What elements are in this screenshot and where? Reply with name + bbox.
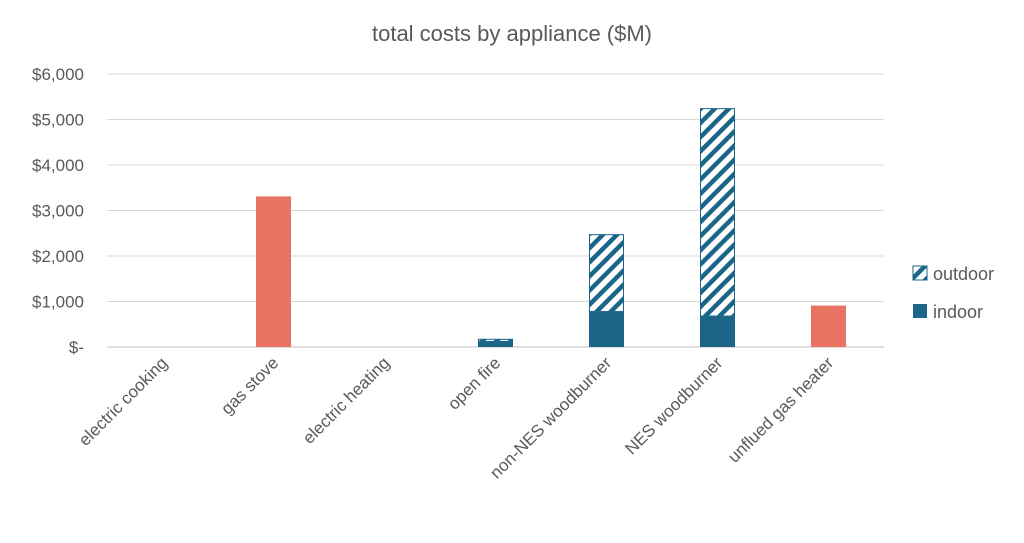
y-tick-label: $5,000 bbox=[32, 111, 84, 130]
bar-gas bbox=[811, 305, 846, 347]
bar-gas bbox=[256, 196, 291, 347]
y-tick-label: $2,000 bbox=[32, 247, 84, 266]
bar-outdoor bbox=[478, 338, 513, 342]
legend-label-indoor: indoor bbox=[933, 302, 983, 322]
x-axis-ticks: electric cooking gas stove electric heatin… bbox=[75, 353, 838, 482]
y-axis-ticks: $- $1,000 $2,000 $3,000 $4,000 $5,000 $6,000 bbox=[32, 65, 84, 357]
bar-indoor bbox=[589, 311, 624, 347]
y-tick-label: $6,000 bbox=[32, 65, 84, 84]
y-tick-label: $3,000 bbox=[32, 202, 84, 221]
legend: outdoor indoor bbox=[912, 264, 994, 322]
grid-lines bbox=[107, 73, 884, 348]
x-tick-label: electric heating bbox=[299, 353, 393, 447]
y-tick-label: $4,000 bbox=[32, 156, 84, 175]
legend-label-outdoor: outdoor bbox=[933, 264, 994, 284]
x-tick-label: non-NES woodburner bbox=[486, 353, 615, 482]
bar-outdoor bbox=[589, 234, 624, 312]
x-tick-label: NES woodburner bbox=[621, 353, 726, 458]
x-tick-label: open fire bbox=[444, 353, 504, 413]
x-tick-label: electric cooking bbox=[75, 353, 171, 449]
x-tick-label: gas stove bbox=[217, 353, 282, 418]
bars bbox=[256, 108, 846, 347]
bar-indoor bbox=[478, 341, 513, 347]
bar-outdoor bbox=[700, 108, 735, 317]
y-tick-label: $- bbox=[69, 338, 84, 357]
bar-indoor bbox=[700, 316, 735, 347]
x-tick-label: unflued gas heater bbox=[724, 353, 837, 466]
legend-swatch-indoor bbox=[913, 304, 927, 318]
chart-title: total costs by appliance ($M) bbox=[372, 21, 652, 46]
y-tick-label: $1,000 bbox=[32, 293, 84, 312]
legend-swatch-outdoor bbox=[912, 265, 928, 281]
